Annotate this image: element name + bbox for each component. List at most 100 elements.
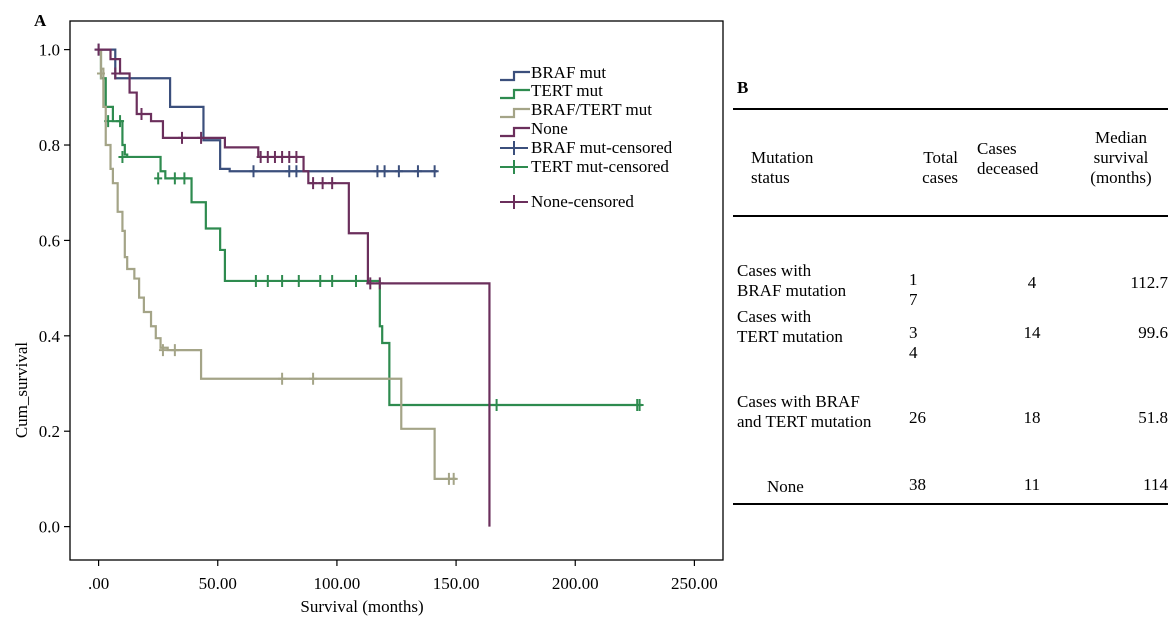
row3-deceased: 18 — [1023, 408, 1041, 427]
y-tick-label: 0.0 — [39, 518, 60, 537]
censor-mark-braf-mut — [249, 165, 258, 178]
plot-frame — [69, 20, 724, 561]
legend-swatch — [500, 126, 530, 138]
censor-mark-tert-mut — [118, 150, 127, 163]
curve-none — [98, 48, 491, 527]
x-tick-label: 50.00 — [199, 574, 237, 593]
panel-b-label: B — [737, 78, 749, 97]
y-tick-label: 0.6 — [39, 231, 60, 250]
row2-deceased: 14 — [1023, 323, 1041, 342]
row1-status: Cases with BRAF mutation — [737, 261, 847, 300]
legend-label: None-censored — [531, 192, 634, 211]
censor-mark-tert-mut — [170, 172, 179, 185]
header-mutation-status: Mutation status — [751, 148, 814, 187]
y-tick-label: 1.0 — [39, 41, 60, 60]
x-tick-label: 250.00 — [671, 574, 718, 593]
header-total-cases: Total cases — [922, 148, 958, 187]
censor-mark-none — [309, 177, 318, 190]
censor-mark-braf-mut — [373, 165, 382, 178]
censor-mark-tert-mut — [328, 274, 337, 287]
legend-label: None — [531, 119, 568, 138]
censor-mark-braf-tert-mut — [96, 67, 105, 80]
censor-mark-braf-tert-mut — [278, 372, 287, 385]
censor-mark-none — [375, 277, 384, 290]
legend-label: TERT mut-censored — [531, 157, 669, 176]
header-cases-deceased: Cases deceased — [977, 139, 1039, 178]
x-axis-label: Survival (months) — [300, 597, 423, 616]
row4-total: 38 — [909, 475, 926, 494]
censor-mark-none — [270, 150, 279, 163]
row4-median: 114 — [1143, 475, 1168, 494]
curve-braf-tert-mut — [98, 48, 457, 481]
legend-label: BRAF mut — [531, 63, 606, 82]
row3-status: Cases with BRAF and TERT mutation — [737, 392, 872, 431]
row4-deceased: 11 — [1023, 475, 1041, 494]
censor-mark-tert-mut — [492, 398, 501, 411]
censor-mark-none — [285, 150, 294, 163]
legend-swatch — [500, 70, 530, 82]
y-tick-label: 0.2 — [39, 422, 60, 441]
row4-status: None — [767, 477, 804, 496]
legend-swatch — [500, 195, 528, 209]
censor-mark-braf-mut — [413, 165, 422, 178]
header-median-survival: Median survival (months) — [1090, 128, 1152, 187]
censor-mark-none — [94, 43, 103, 56]
censor-mark-none — [111, 67, 120, 80]
curve-tert-mut — [98, 48, 642, 407]
row1-median: 112.7 — [1130, 273, 1168, 292]
censor-mark-none — [256, 150, 265, 163]
censor-mark-none — [137, 108, 146, 121]
row3-median: 51.8 — [1138, 408, 1168, 427]
x-tick-label: 100.00 — [314, 574, 361, 593]
censor-mark-tert-mut — [263, 274, 272, 287]
x-tick-label: 150.00 — [433, 574, 480, 593]
censor-mark-none — [278, 150, 287, 163]
censor-mark-braf-tert-mut — [309, 372, 318, 385]
censor-mark-none — [197, 131, 206, 144]
legend-label: TERT mut — [531, 81, 603, 100]
panel-a-label: A — [34, 11, 47, 30]
table-bottom-rule — [733, 503, 1168, 505]
y-tick-label: 0.8 — [39, 136, 60, 155]
censor-mark-tert-mut — [180, 172, 189, 185]
table-top-rule — [733, 108, 1168, 110]
censor-mark-none — [178, 131, 187, 144]
censor-mark-tert-mut — [316, 274, 325, 287]
legend-swatch — [500, 160, 528, 174]
table-header-rule — [733, 215, 1168, 217]
censor-mark-none — [292, 150, 301, 163]
censor-mark-tert-mut — [294, 274, 303, 287]
censor-mark-tert-mut — [278, 274, 287, 287]
row2-median: 99.6 — [1138, 323, 1168, 342]
censor-mark-braf-mut — [292, 165, 301, 178]
censor-mark-tert-mut — [251, 274, 260, 287]
km-chart: A .00 50.00 100.00 150.00 200.00 250.00 0.0 0.2… — [12, 11, 724, 616]
y-tick-label: 0.4 — [39, 327, 61, 346]
censor-mark-none — [263, 150, 272, 163]
legend-swatch — [500, 88, 530, 100]
legend-swatch — [500, 141, 528, 155]
row3-total: 26 — [909, 408, 926, 427]
legend-swatch — [500, 107, 530, 119]
row1-total: 1 7 — [909, 270, 918, 309]
x-tick-label: 200.00 — [552, 574, 599, 593]
censor-mark-braf-mut — [394, 165, 403, 178]
censor-mark-braf-tert-mut — [449, 472, 458, 485]
censor-mark-braf-mut — [430, 165, 439, 178]
censor-mark-tert-mut — [116, 115, 125, 128]
censor-mark-none — [318, 177, 327, 190]
row1-deceased: 4 — [1027, 273, 1037, 292]
x-tick-label: .00 — [88, 574, 109, 593]
censor-mark-tert-mut — [154, 172, 163, 185]
censor-mark-tert-mut — [635, 398, 644, 411]
censor-mark-braf-mut — [380, 165, 389, 178]
censor-mark-braf-mut — [285, 165, 294, 178]
legend-label: BRAF/TERT mut — [531, 100, 652, 119]
legend-label: BRAF mut-censored — [531, 138, 673, 157]
censor-mark-none — [366, 277, 375, 290]
row2-total: 3 4 — [909, 323, 918, 362]
row2-status: Cases with TERT mutation — [737, 307, 843, 346]
y-axis-label: Cum_survival — [12, 342, 31, 439]
censor-mark-tert-mut — [351, 274, 360, 287]
